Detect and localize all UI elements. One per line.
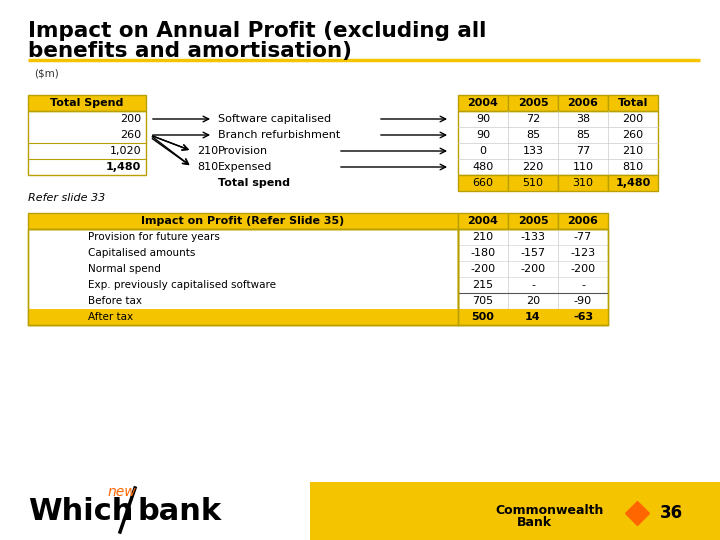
Bar	[458, 213, 508, 229]
Text: After tax: After tax	[88, 312, 133, 322]
Text: 310: 310	[572, 178, 593, 188]
Text: Total spend: Total spend	[218, 178, 290, 188]
Text: 1,480: 1,480	[106, 162, 141, 172]
Text: -63: -63	[573, 312, 593, 322]
Text: -200: -200	[470, 264, 495, 274]
Bar	[508, 213, 558, 229]
Text: Exp. previously capitalised software: Exp. previously capitalised software	[88, 280, 276, 290]
Text: 38: 38	[576, 114, 590, 124]
Text: Capitalised amounts: Capitalised amounts	[88, 248, 195, 258]
Text: Normal spend: Normal spend	[88, 264, 161, 274]
Text: 2004: 2004	[467, 216, 498, 226]
Text: 260: 260	[120, 130, 141, 140]
Text: 2006: 2006	[567, 216, 598, 226]
Text: -123: -123	[570, 248, 595, 258]
Text: -90: -90	[574, 296, 592, 306]
Text: benefits and amortisation): benefits and amortisation)	[28, 41, 352, 61]
Text: -77: -77	[574, 232, 592, 242]
Text: 200: 200	[120, 114, 141, 124]
Text: 2004: 2004	[467, 98, 498, 108]
Text: Branch refurbishment: Branch refurbishment	[218, 130, 341, 140]
Text: Total: Total	[618, 98, 648, 108]
Bar	[28, 111, 146, 175]
Text: 210: 210	[472, 232, 494, 242]
Bar	[508, 95, 558, 111]
Text: -: -	[581, 280, 585, 290]
Text: bank: bank	[137, 497, 221, 526]
Text: Commonwealth: Commonwealth	[495, 503, 603, 516]
Text: 72: 72	[526, 114, 540, 124]
Text: 215: 215	[472, 280, 494, 290]
Bar	[558, 213, 608, 229]
Text: -133: -133	[521, 232, 546, 242]
Text: 705: 705	[472, 296, 494, 306]
Text: 110: 110	[572, 162, 593, 172]
Text: 77: 77	[576, 146, 590, 156]
Text: Impact on Annual Profit (excluding all: Impact on Annual Profit (excluding all	[28, 21, 487, 41]
Bar	[558, 175, 608, 191]
Text: 810: 810	[197, 162, 218, 172]
Text: 220: 220	[523, 162, 544, 172]
Text: 14: 14	[525, 312, 541, 322]
Text: Provision: Provision	[218, 146, 268, 156]
Text: Bank: Bank	[517, 516, 552, 529]
Bar	[458, 229, 608, 325]
Text: 2005: 2005	[518, 98, 549, 108]
Bar	[558, 95, 608, 111]
Bar	[458, 175, 508, 191]
Text: 260: 260	[622, 130, 644, 140]
Text: Impact on Profit (Refer Slide 35): Impact on Profit (Refer Slide 35)	[141, 216, 345, 226]
Text: 2006: 2006	[567, 98, 598, 108]
Text: -180: -180	[470, 248, 495, 258]
Bar	[508, 175, 558, 191]
Text: 660: 660	[472, 178, 493, 188]
Text: 2005: 2005	[518, 216, 549, 226]
Text: ($m): ($m)	[34, 69, 59, 79]
Text: 133: 133	[523, 146, 544, 156]
Text: Which: Which	[28, 497, 133, 526]
Text: 85: 85	[576, 130, 590, 140]
Text: 500: 500	[472, 312, 495, 322]
Text: Total Spend: Total Spend	[50, 98, 124, 108]
Text: 210: 210	[622, 146, 644, 156]
Bar	[28, 95, 146, 111]
Bar	[310, 482, 720, 540]
Text: 210: 210	[197, 146, 218, 156]
Text: 36: 36	[660, 504, 683, 522]
Text: -200: -200	[521, 264, 546, 274]
Text: 1,480: 1,480	[616, 178, 651, 188]
Bar	[458, 111, 658, 175]
Bar	[28, 229, 458, 325]
Bar	[608, 175, 658, 191]
Bar	[28, 213, 458, 229]
Text: -157: -157	[521, 248, 546, 258]
Bar	[458, 95, 508, 111]
Text: 1,020: 1,020	[109, 146, 141, 156]
Text: 510: 510	[523, 178, 544, 188]
Text: 85: 85	[526, 130, 540, 140]
Bar	[28, 309, 458, 325]
Text: -: -	[531, 280, 535, 290]
Text: Refer slide 33: Refer slide 33	[28, 193, 105, 203]
Text: 90: 90	[476, 130, 490, 140]
Text: -200: -200	[570, 264, 595, 274]
Text: 90: 90	[476, 114, 490, 124]
Bar	[458, 309, 608, 325]
Text: new: new	[108, 485, 137, 499]
Text: 0: 0	[480, 146, 487, 156]
Text: Software capitalised: Software capitalised	[218, 114, 331, 124]
Text: Provision for future years: Provision for future years	[88, 232, 220, 242]
Bar	[28, 229, 458, 325]
Text: Expensed: Expensed	[218, 162, 272, 172]
Text: Before tax: Before tax	[88, 296, 142, 306]
Bar	[458, 229, 608, 325]
Text: 20: 20	[526, 296, 540, 306]
Text: 480: 480	[472, 162, 494, 172]
Text: 200: 200	[622, 114, 644, 124]
Text: 810: 810	[622, 162, 644, 172]
Bar	[608, 95, 658, 111]
